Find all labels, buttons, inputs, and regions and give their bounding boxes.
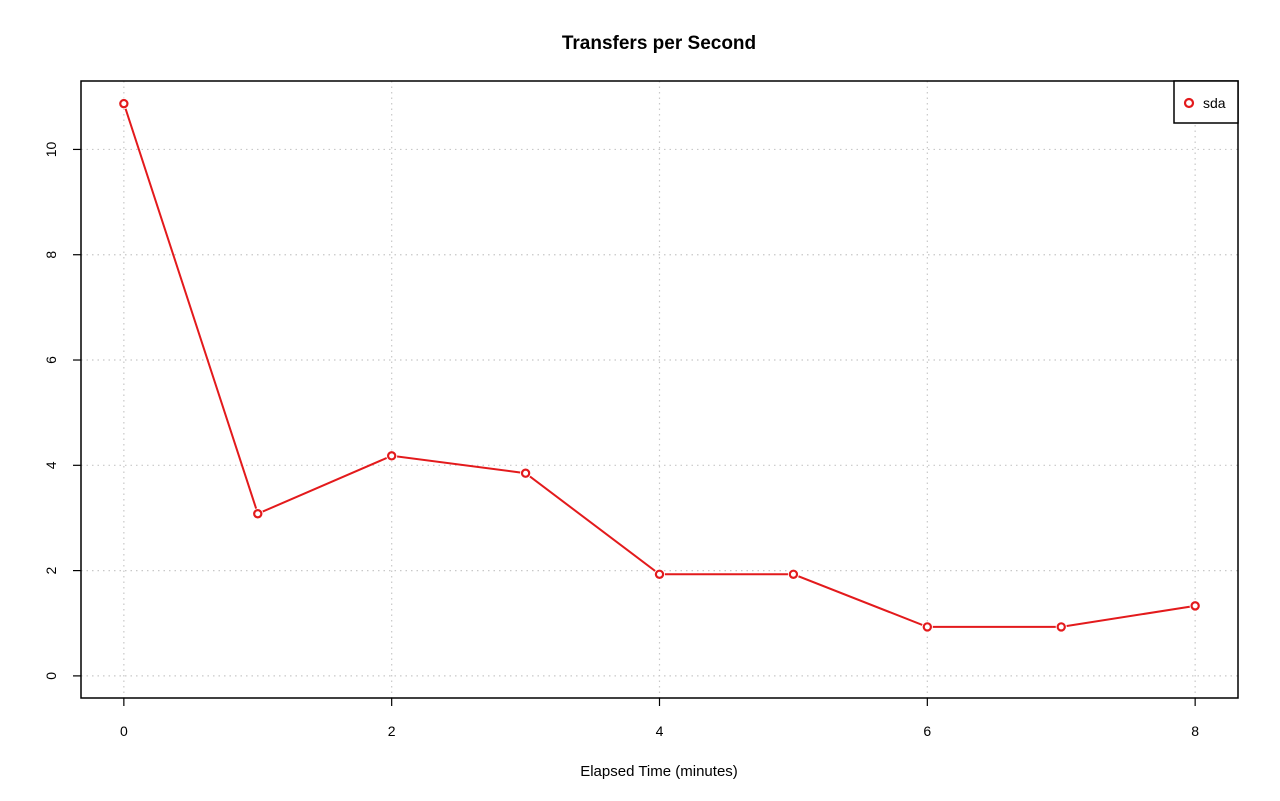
y-tick-label: 6 [43, 356, 59, 364]
y-tick-label: 8 [43, 251, 59, 259]
legend: sda [1173, 80, 1239, 124]
data-point [253, 509, 263, 519]
y-tick-label: 4 [43, 461, 59, 469]
data-point [922, 622, 933, 632]
x-tick-label: 6 [923, 723, 931, 739]
data-point [1190, 601, 1200, 611]
y-tick-label: 2 [43, 566, 59, 574]
data-point [1056, 622, 1066, 632]
series-line-sda [122, 103, 1196, 628]
x-tick-label: 8 [1191, 723, 1199, 739]
x-tick-label: 0 [120, 723, 128, 739]
x-axis: 0 2 4 6 8 [120, 698, 1199, 739]
series-layer [118, 98, 1201, 633]
grid [81, 81, 1238, 698]
data-point [119, 98, 129, 109]
x-tick-label: 4 [656, 723, 664, 739]
legend-marker-sda [1183, 97, 1195, 109]
data-point [386, 451, 397, 461]
chart-title: Transfers per Second [562, 33, 756, 54]
legend-entry-sda: sda [1203, 95, 1226, 111]
y-axis: 0 2 4 6 8 10 [43, 141, 81, 680]
x-axis-label: Elapsed Time (minutes) [580, 763, 738, 780]
y-tick-label: 0 [43, 672, 59, 680]
data-point [788, 569, 799, 579]
data-point [520, 468, 531, 478]
data-point [654, 569, 665, 579]
x-tick-label: 2 [388, 723, 396, 739]
y-tick-label: 10 [43, 141, 59, 157]
